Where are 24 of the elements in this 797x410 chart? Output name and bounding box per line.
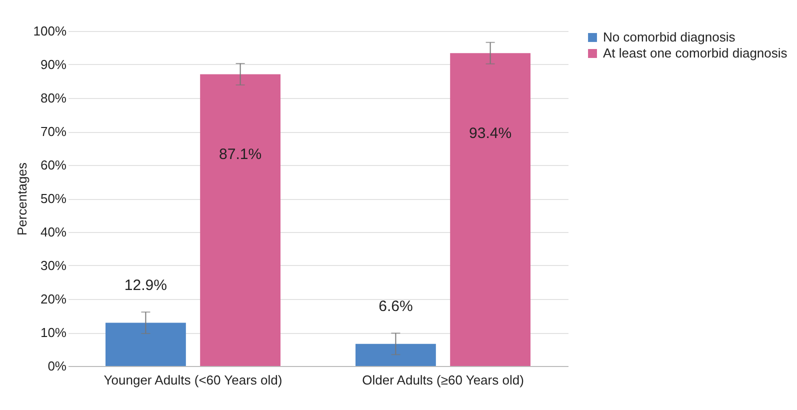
y-axis-title: Percentages [14, 162, 30, 236]
y-tick-label: 70% [40, 124, 67, 139]
y-tick-label: 0% [48, 358, 67, 374]
bar [450, 53, 530, 366]
y-tick-label: 50% [40, 191, 67, 206]
data-label: 12.9% [124, 276, 167, 294]
legend-label: No comorbid diagnosis [603, 30, 736, 44]
bar [356, 344, 436, 366]
bar [200, 74, 280, 366]
y-tick-label: 60% [40, 158, 67, 172]
y-tick-label: 40% [40, 224, 67, 240]
legend-label: At least one comorbid diagnosis [603, 46, 788, 60]
bar [106, 322, 186, 366]
data-label: 93.4% [469, 125, 512, 142]
y-tick-label: 100% [33, 24, 67, 38]
y-tick-label: 30% [40, 258, 67, 273]
y-tick-label: 10% [40, 325, 67, 340]
data-label: 87.1% [219, 146, 262, 164]
y-tick-label: 20% [40, 292, 67, 306]
y-tick-label: 90% [40, 57, 67, 72]
x-tick-label: Younger Adults (<60 Years old) [104, 372, 282, 388]
x-tick-label: Older Adults (≥60 Years old) [362, 372, 524, 388]
y-tick-label: 80% [40, 90, 67, 106]
data-label: 6.6% [378, 298, 413, 315]
